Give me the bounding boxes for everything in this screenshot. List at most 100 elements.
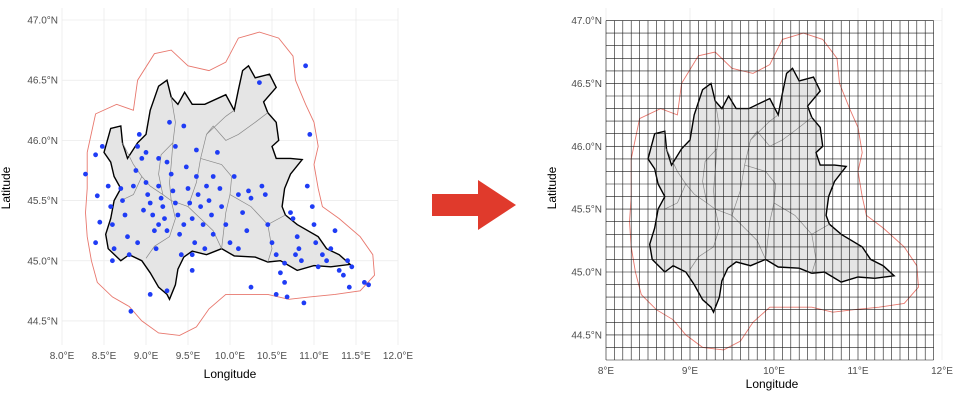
station-point (341, 272, 346, 278)
station-point (210, 231, 216, 237)
station-point (108, 204, 114, 210)
left-province-boundary (267, 224, 273, 263)
left-y-axis-title: Latitude (0, 166, 13, 209)
station-point (324, 258, 329, 264)
station-point (236, 246, 241, 252)
station-point (301, 300, 307, 306)
station-point (320, 252, 325, 258)
right-x-tick-label: 8°E (598, 366, 615, 377)
station-point (315, 264, 321, 270)
right-x-tick-label: 11°E (847, 366, 868, 377)
station-point (244, 228, 250, 234)
station-point (198, 204, 204, 210)
station-point (135, 240, 141, 246)
left-x-tick-label: 8.0°E (50, 351, 75, 362)
right-y-tick-label: 46.0°N (571, 142, 602, 153)
station-points (83, 63, 371, 314)
station-point (185, 186, 191, 191)
left-x-tick-label: 9.5°E (176, 351, 201, 362)
station-point (248, 195, 254, 201)
station-point (273, 252, 279, 258)
arrow-right-shape (432, 180, 516, 230)
station-point (309, 204, 315, 210)
station-point (164, 159, 170, 165)
right-map-panel: 8°E 9°E 10°E 11°E 12°E 44.5°N 45.0°N 45.5°N 46.… (545, 8, 953, 391)
left-y-tick-label: 44.5°N (27, 316, 58, 327)
station-point (307, 132, 313, 137)
right-x-tick-labels: 8°E 9°E 10°E 11°E 12°E (598, 366, 953, 377)
station-point (111, 246, 117, 252)
station-point (145, 192, 151, 198)
right-y-tick-label: 46.5°N (571, 79, 602, 90)
station-point (262, 192, 268, 198)
left-y-tick-label: 46.5°N (27, 76, 58, 87)
station-point (259, 183, 265, 189)
grid-cell-lines (605, 20, 934, 361)
left-x-tick-label: 9.0°E (134, 351, 159, 362)
station-point (217, 186, 223, 191)
right-y-axis-title: Latitude (545, 166, 559, 209)
station-point (236, 192, 241, 198)
left-province-boundary (145, 200, 176, 259)
station-point (346, 284, 352, 290)
station-point (164, 228, 170, 234)
station-point (282, 260, 287, 266)
right-province-boundary (664, 183, 687, 210)
right-region-polygon (647, 67, 896, 314)
station-point (175, 212, 181, 218)
station-point (173, 200, 178, 206)
station-point (187, 200, 193, 206)
station-point (269, 240, 275, 246)
station-point (150, 212, 156, 218)
station-point (204, 183, 209, 189)
station-point (345, 258, 350, 264)
station-point (143, 180, 149, 185)
left-province-boundary (169, 97, 176, 201)
station-point (227, 240, 233, 246)
station-point (143, 150, 149, 155)
station-point (160, 204, 166, 210)
station-point (284, 294, 290, 300)
station-point (336, 268, 342, 273)
station-point (177, 231, 183, 237)
station-point (183, 164, 189, 170)
left-x-tick-label: 10.5°E (257, 351, 287, 362)
station-point (200, 222, 206, 228)
station-point (328, 246, 334, 252)
station-point (257, 80, 262, 85)
left-province-boundary (171, 200, 222, 249)
station-point (136, 132, 142, 137)
station-point (99, 144, 105, 149)
station-point (126, 252, 132, 258)
right-province-boundary (731, 114, 779, 216)
station-point (195, 192, 201, 198)
station-point (173, 144, 178, 149)
left-province-boundary (158, 142, 174, 195)
left-y-tick-label: 45.0°N (27, 256, 58, 267)
station-point (215, 150, 220, 155)
station-point (110, 222, 115, 228)
right-province-boundary (713, 100, 720, 210)
station-point (349, 264, 355, 270)
left-x-tick-label: 11.0°E (299, 351, 329, 362)
station-point (240, 210, 246, 216)
station-point (94, 193, 100, 199)
right-y-tick-labels: 44.5°N 45.0°N 45.5°N 46.0°N 46.5°N 47.0°N (571, 16, 602, 341)
left-province-boundary (200, 158, 233, 249)
station-point (135, 144, 141, 149)
left-x-tick-label: 11.5°E (341, 351, 371, 362)
station-point (366, 282, 371, 288)
station-point (303, 63, 308, 69)
right-x-axis-title: Longitude (746, 377, 799, 391)
station-point (194, 174, 199, 179)
station-point (162, 216, 167, 222)
station-point (299, 258, 304, 264)
left-x-tick-labels: 8.0°E 8.5°E 9.0°E 9.5°E 10.0°E 10.5°E 11.0°E 11… (50, 351, 414, 362)
left-province-boundary (187, 110, 235, 207)
station-point (231, 174, 237, 179)
station-point (110, 258, 115, 264)
station-point (265, 222, 271, 228)
station-point (202, 246, 208, 252)
left-province-boundary (229, 194, 286, 226)
